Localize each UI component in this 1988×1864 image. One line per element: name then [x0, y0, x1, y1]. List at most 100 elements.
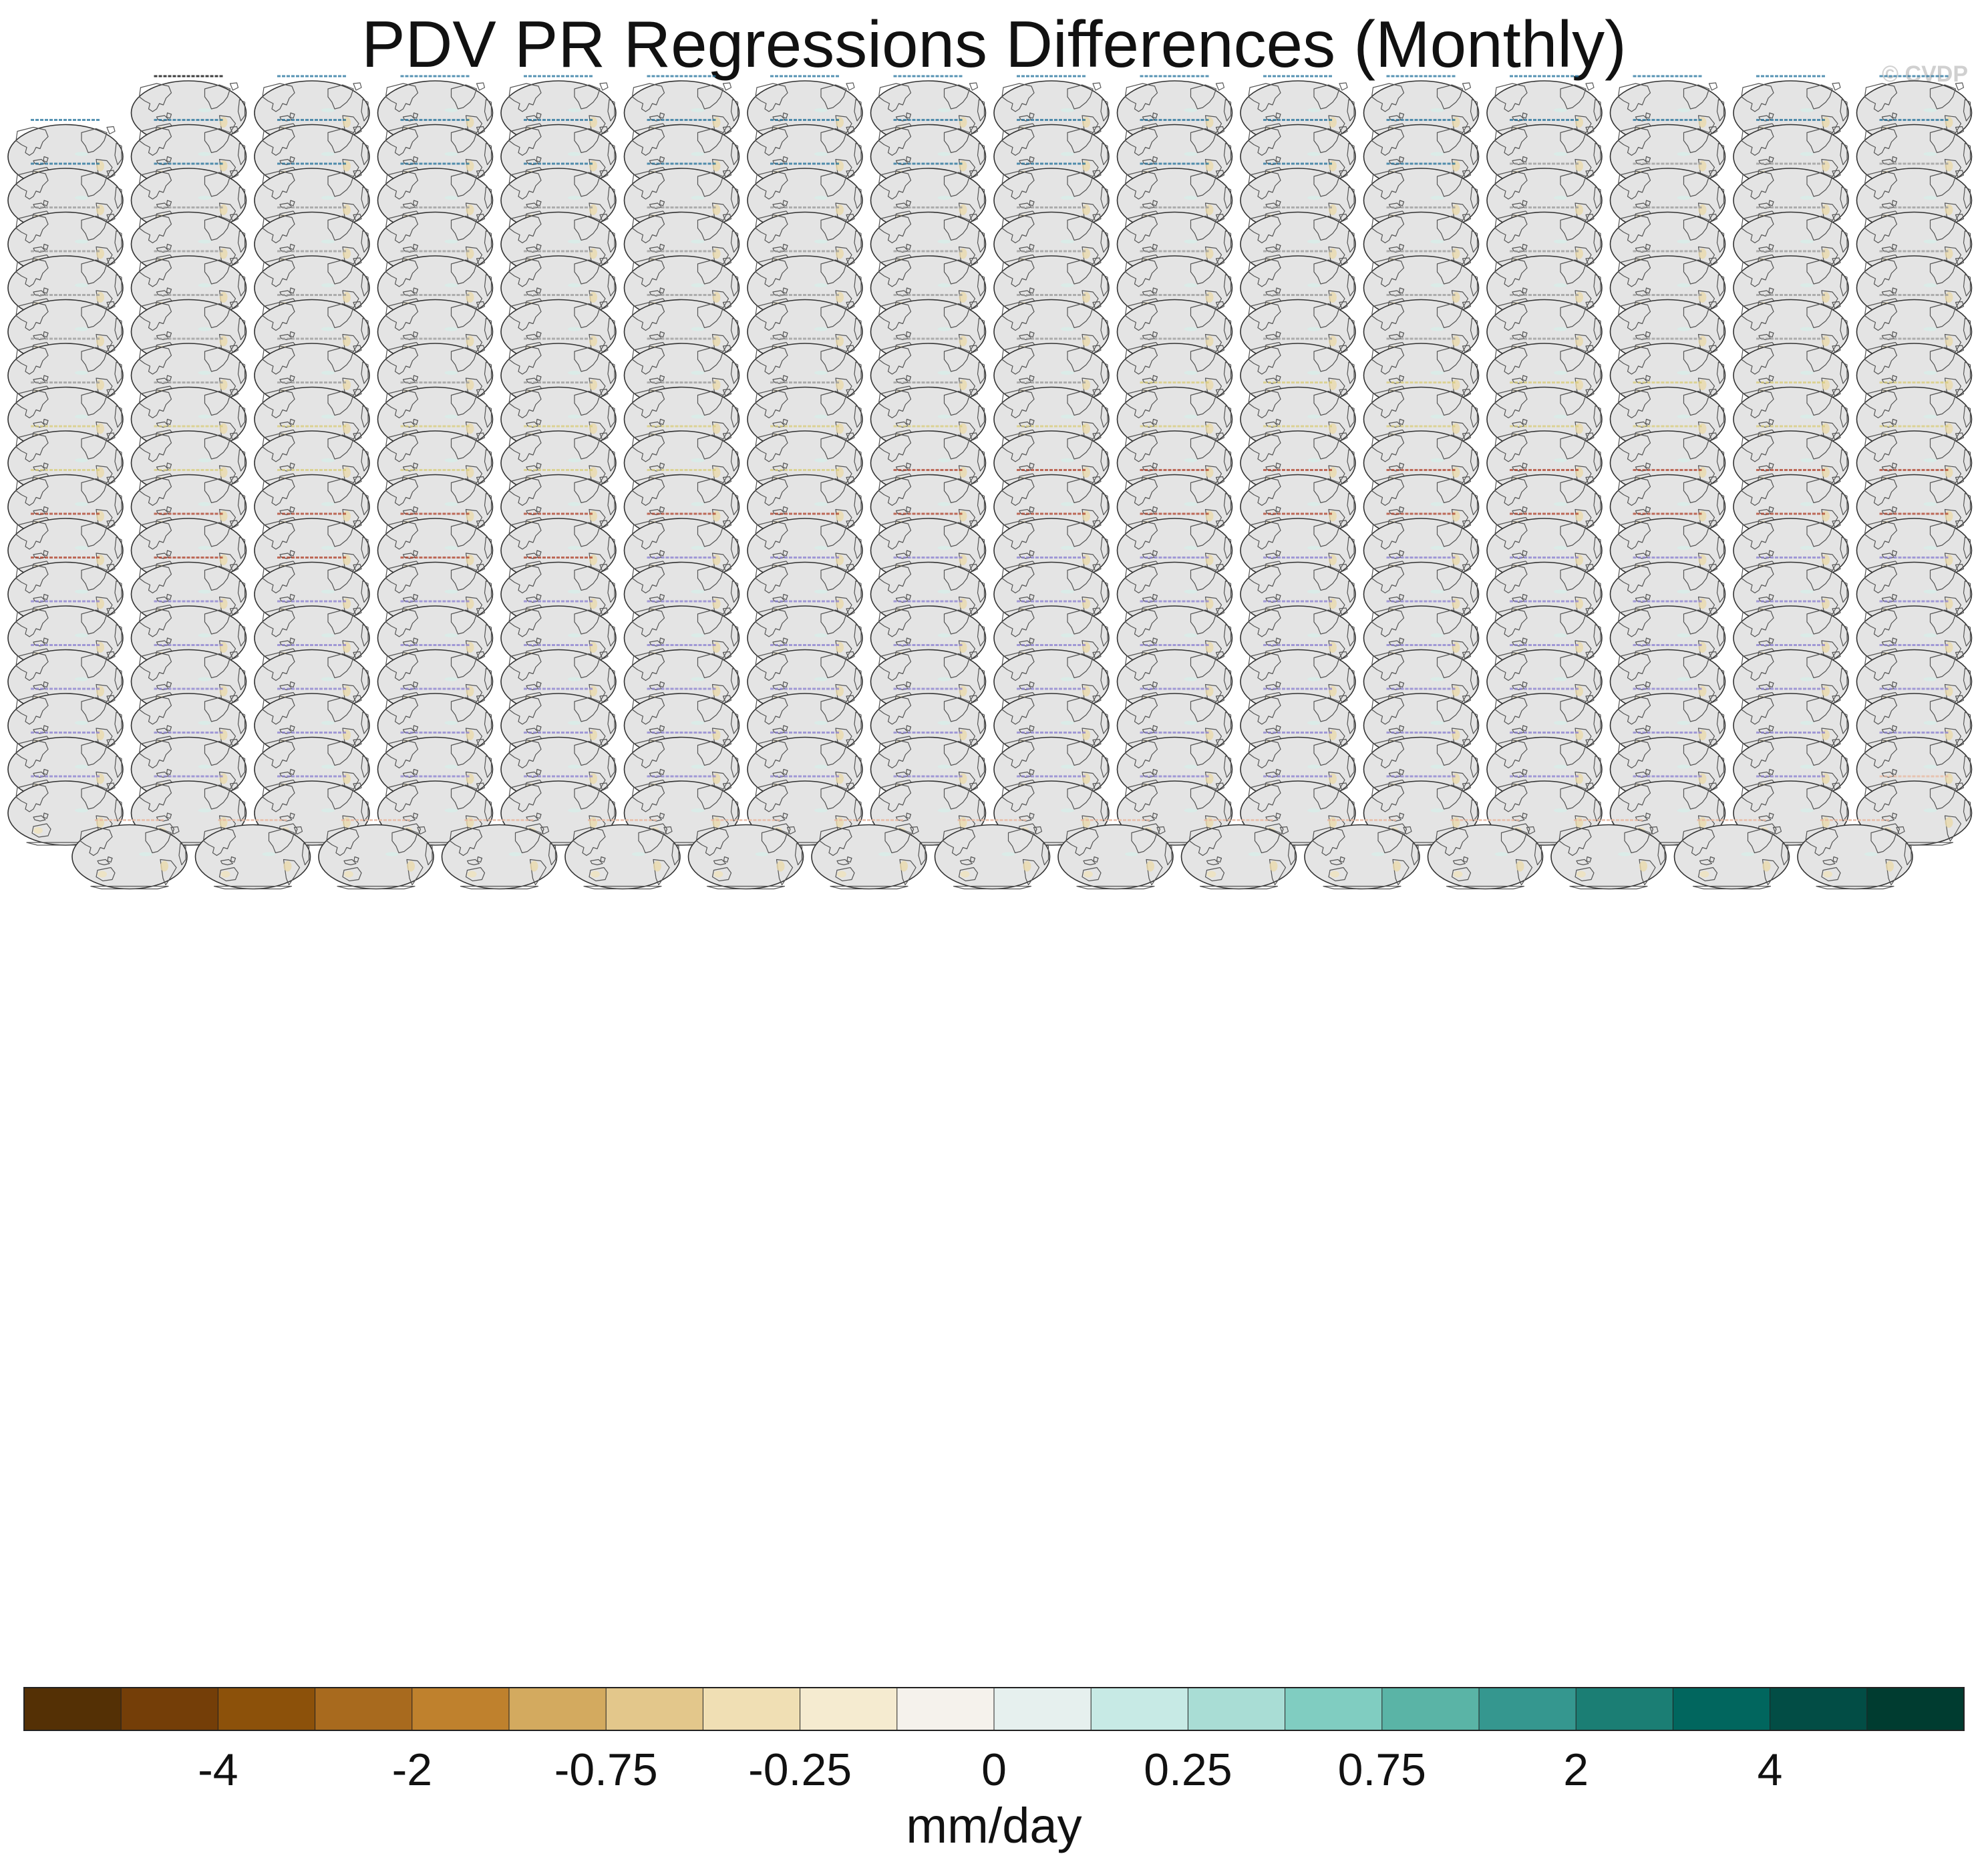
map-panel — [500, 294, 617, 365]
map-panel — [747, 687, 863, 758]
map-panel — [870, 75, 987, 146]
map-panel — [623, 294, 740, 365]
map-panel — [377, 381, 494, 452]
map-panel — [7, 162, 124, 233]
map-panel — [7, 119, 124, 190]
map-panel — [130, 337, 247, 408]
map-panel — [1116, 469, 1233, 540]
map-panel — [500, 162, 617, 233]
map-panel — [1240, 644, 1356, 715]
map-panel — [1363, 732, 1480, 802]
map-panel — [1609, 337, 1726, 408]
map-panel — [1486, 337, 1603, 408]
map-panel — [1609, 775, 1726, 846]
map-panel — [500, 644, 617, 715]
map-panel — [1057, 819, 1174, 890]
map-panel — [870, 469, 987, 540]
map-panel — [254, 687, 370, 758]
map-panel — [1609, 644, 1726, 715]
map-panel — [1733, 775, 1849, 846]
world-map — [564, 824, 681, 890]
map-panel — [130, 294, 247, 365]
map-panel — [254, 162, 370, 233]
map-panel — [1240, 600, 1356, 671]
map-panel — [1609, 162, 1726, 233]
map-panel — [130, 381, 247, 452]
map-panel — [1733, 644, 1849, 715]
colorbar-box — [1188, 1688, 1286, 1730]
map-panel — [1733, 162, 1849, 233]
map-panel — [1856, 469, 1973, 540]
map-panel — [7, 644, 124, 715]
colorbar-box — [994, 1688, 1092, 1730]
map-panel — [377, 732, 494, 802]
map-panel — [747, 162, 863, 233]
map-panel — [747, 469, 863, 540]
colorbar-box — [800, 1688, 898, 1730]
map-panel — [747, 75, 863, 146]
colorbar-tick-label: 0.25 — [1144, 1744, 1232, 1795]
map-panel — [1240, 162, 1356, 233]
map-panel — [1363, 381, 1480, 452]
map-panel — [1240, 250, 1356, 321]
map-panel — [1116, 644, 1233, 715]
map-panel — [623, 381, 740, 452]
map-panel — [993, 687, 1110, 758]
colorbar-box — [218, 1688, 316, 1730]
map-panel — [993, 75, 1110, 146]
map-panel — [500, 732, 617, 802]
map-panel — [1240, 425, 1356, 496]
world-map — [318, 824, 434, 890]
map-panel — [7, 557, 124, 627]
map-panel — [1240, 294, 1356, 365]
world-map — [1550, 824, 1667, 890]
map-panel — [993, 644, 1110, 715]
map-panel — [1240, 687, 1356, 758]
map-panel — [993, 337, 1110, 408]
map-panel — [747, 337, 863, 408]
map-panel — [623, 206, 740, 277]
map-panel — [1609, 119, 1726, 190]
map-panel — [1240, 337, 1356, 408]
map-panel — [870, 162, 987, 233]
map-panel — [1733, 512, 1849, 583]
map-panel — [130, 687, 247, 758]
map-panel — [1363, 206, 1480, 277]
map-panel — [254, 469, 370, 540]
map-panel — [1733, 119, 1849, 190]
map-panel — [993, 469, 1110, 540]
map-panel — [623, 557, 740, 627]
colorbar-box — [1576, 1688, 1673, 1730]
map-panel — [377, 162, 494, 233]
map-panel — [1486, 250, 1603, 321]
map-panel — [1240, 119, 1356, 190]
map-panel — [1116, 162, 1233, 233]
map-panel — [377, 294, 494, 365]
colorbar-tick-label: 0.75 — [1338, 1744, 1426, 1795]
map-panel — [500, 775, 617, 846]
map-panel — [870, 775, 987, 846]
map-panel — [747, 600, 863, 671]
map-panel — [1733, 425, 1849, 496]
map-panel — [1856, 557, 1973, 627]
map-panel — [1116, 687, 1233, 758]
map-panel — [1486, 162, 1603, 233]
map-panel — [1240, 557, 1356, 627]
map-panel — [254, 206, 370, 277]
map-panel — [254, 294, 370, 365]
map-panel — [1116, 250, 1233, 321]
map-panel — [130, 775, 247, 846]
map-panel — [1363, 775, 1480, 846]
map-panel — [254, 381, 370, 452]
map-panel — [1363, 425, 1480, 496]
map-panel — [747, 381, 863, 452]
map-panel — [194, 819, 311, 890]
map-panel — [1856, 119, 1973, 190]
colorbar-box — [509, 1688, 607, 1730]
map-panel — [1116, 425, 1233, 496]
map-panel — [623, 644, 740, 715]
map-panel — [870, 381, 987, 452]
map-panel — [993, 119, 1110, 190]
map-panel — [1116, 557, 1233, 627]
map-panel — [377, 75, 494, 146]
